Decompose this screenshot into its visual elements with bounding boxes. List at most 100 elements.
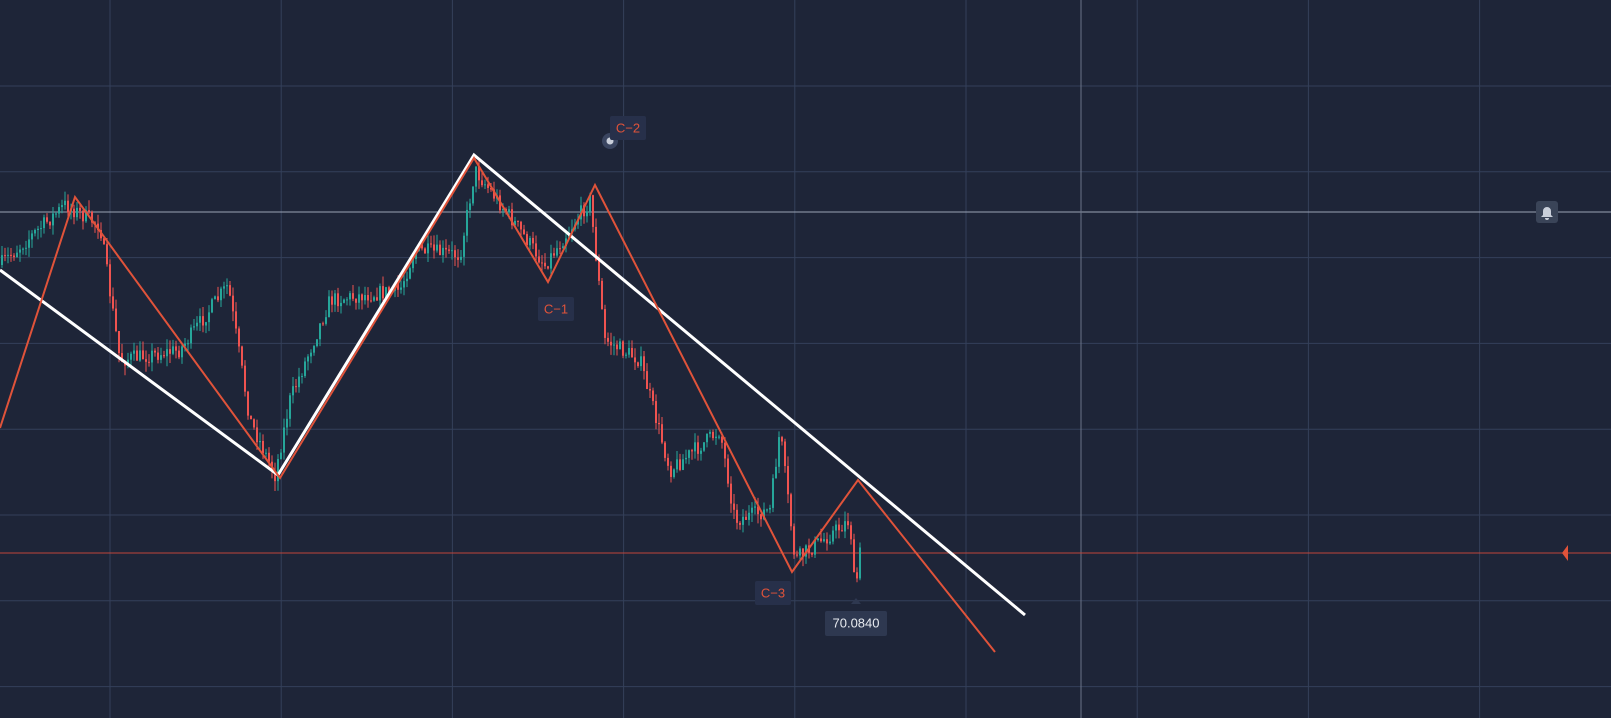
candle-body xyxy=(631,347,633,358)
candle-body xyxy=(118,330,120,354)
candle-body xyxy=(604,309,606,338)
candle-body xyxy=(547,266,549,269)
candle-body xyxy=(511,209,513,226)
candle-body xyxy=(229,285,231,296)
candle-body xyxy=(697,442,699,454)
candle-body xyxy=(685,457,687,460)
candle-body xyxy=(427,243,429,254)
bell-icon xyxy=(1541,207,1553,220)
candle-body xyxy=(454,250,456,258)
candle-body xyxy=(7,254,9,256)
candle-body xyxy=(4,255,6,257)
candle-body xyxy=(607,337,609,342)
candle-body xyxy=(172,346,174,354)
candle-body xyxy=(25,247,27,249)
candle-body xyxy=(223,286,225,289)
candle-body xyxy=(679,459,681,470)
candle-body xyxy=(790,494,792,527)
candle-body xyxy=(58,207,60,214)
candle-body xyxy=(76,207,78,218)
candle-body xyxy=(778,437,780,467)
candle-body xyxy=(40,228,42,230)
candle-body xyxy=(457,257,459,260)
candle-body xyxy=(592,195,594,227)
candle-body xyxy=(310,352,312,357)
wave-label: C−2 xyxy=(616,120,640,135)
white-zigzag xyxy=(0,152,1026,617)
candle-body xyxy=(820,538,822,542)
candle-body xyxy=(28,239,30,248)
candle-body xyxy=(268,452,270,462)
candle-body xyxy=(619,341,621,350)
candle-body xyxy=(835,524,837,531)
candle-body xyxy=(37,228,39,231)
candle-body xyxy=(502,208,504,211)
candle-body xyxy=(640,356,642,367)
candle-body xyxy=(550,253,552,269)
candle-body xyxy=(646,371,648,389)
candle-body xyxy=(1,255,3,265)
candle-body xyxy=(556,248,558,256)
candle-body xyxy=(754,506,756,508)
candle-body xyxy=(850,525,852,540)
candle-body xyxy=(670,465,672,477)
candle-body xyxy=(442,247,444,256)
candle-body xyxy=(106,244,108,265)
candle-body xyxy=(61,205,63,208)
candle-body xyxy=(112,296,114,309)
price-tag: 70.0840 xyxy=(833,615,880,630)
candle-body xyxy=(193,326,195,328)
candle-body xyxy=(115,308,117,331)
candle-body xyxy=(445,247,447,250)
candle-body xyxy=(85,210,87,222)
candle-body xyxy=(190,327,192,344)
candle-body xyxy=(799,548,801,556)
candle-body xyxy=(364,295,366,301)
candle-body xyxy=(370,300,372,302)
candle-body xyxy=(280,452,282,460)
wave-label: C−3 xyxy=(761,585,785,600)
candle-body xyxy=(535,243,537,257)
label-box xyxy=(538,297,574,321)
candle-body xyxy=(208,312,210,323)
candle-body xyxy=(325,317,327,324)
candle-body xyxy=(304,361,306,376)
wave-label: C−1 xyxy=(544,301,568,316)
candle-body xyxy=(253,419,255,428)
candle-body xyxy=(610,341,612,346)
candle-body xyxy=(787,466,789,495)
candle-body xyxy=(784,441,786,467)
candle-body xyxy=(772,478,774,508)
candle-body xyxy=(43,217,45,229)
candle-body xyxy=(226,285,228,287)
candle-body xyxy=(751,507,753,513)
candle-body xyxy=(73,208,75,218)
candle-body xyxy=(796,554,798,556)
candle-body xyxy=(262,440,264,454)
candle-body xyxy=(31,233,33,240)
candle-body xyxy=(490,187,492,190)
candle-body xyxy=(853,539,855,573)
candle-body xyxy=(409,268,411,279)
red-zigzag xyxy=(0,156,996,653)
candle-body xyxy=(523,229,525,235)
candle-body xyxy=(622,341,624,356)
candle-body xyxy=(400,287,402,290)
candle-body xyxy=(46,217,48,222)
candles xyxy=(1,160,861,583)
candle-body xyxy=(730,483,732,504)
candle-body xyxy=(136,350,138,361)
candle-body xyxy=(559,248,561,250)
candle-body xyxy=(844,521,846,532)
candle-body xyxy=(349,293,351,300)
candle-body xyxy=(319,323,321,340)
candle-body xyxy=(565,238,567,247)
candle-body xyxy=(13,255,15,258)
candle-body xyxy=(148,361,150,363)
candle-body xyxy=(67,200,69,213)
candle-body xyxy=(538,256,540,263)
